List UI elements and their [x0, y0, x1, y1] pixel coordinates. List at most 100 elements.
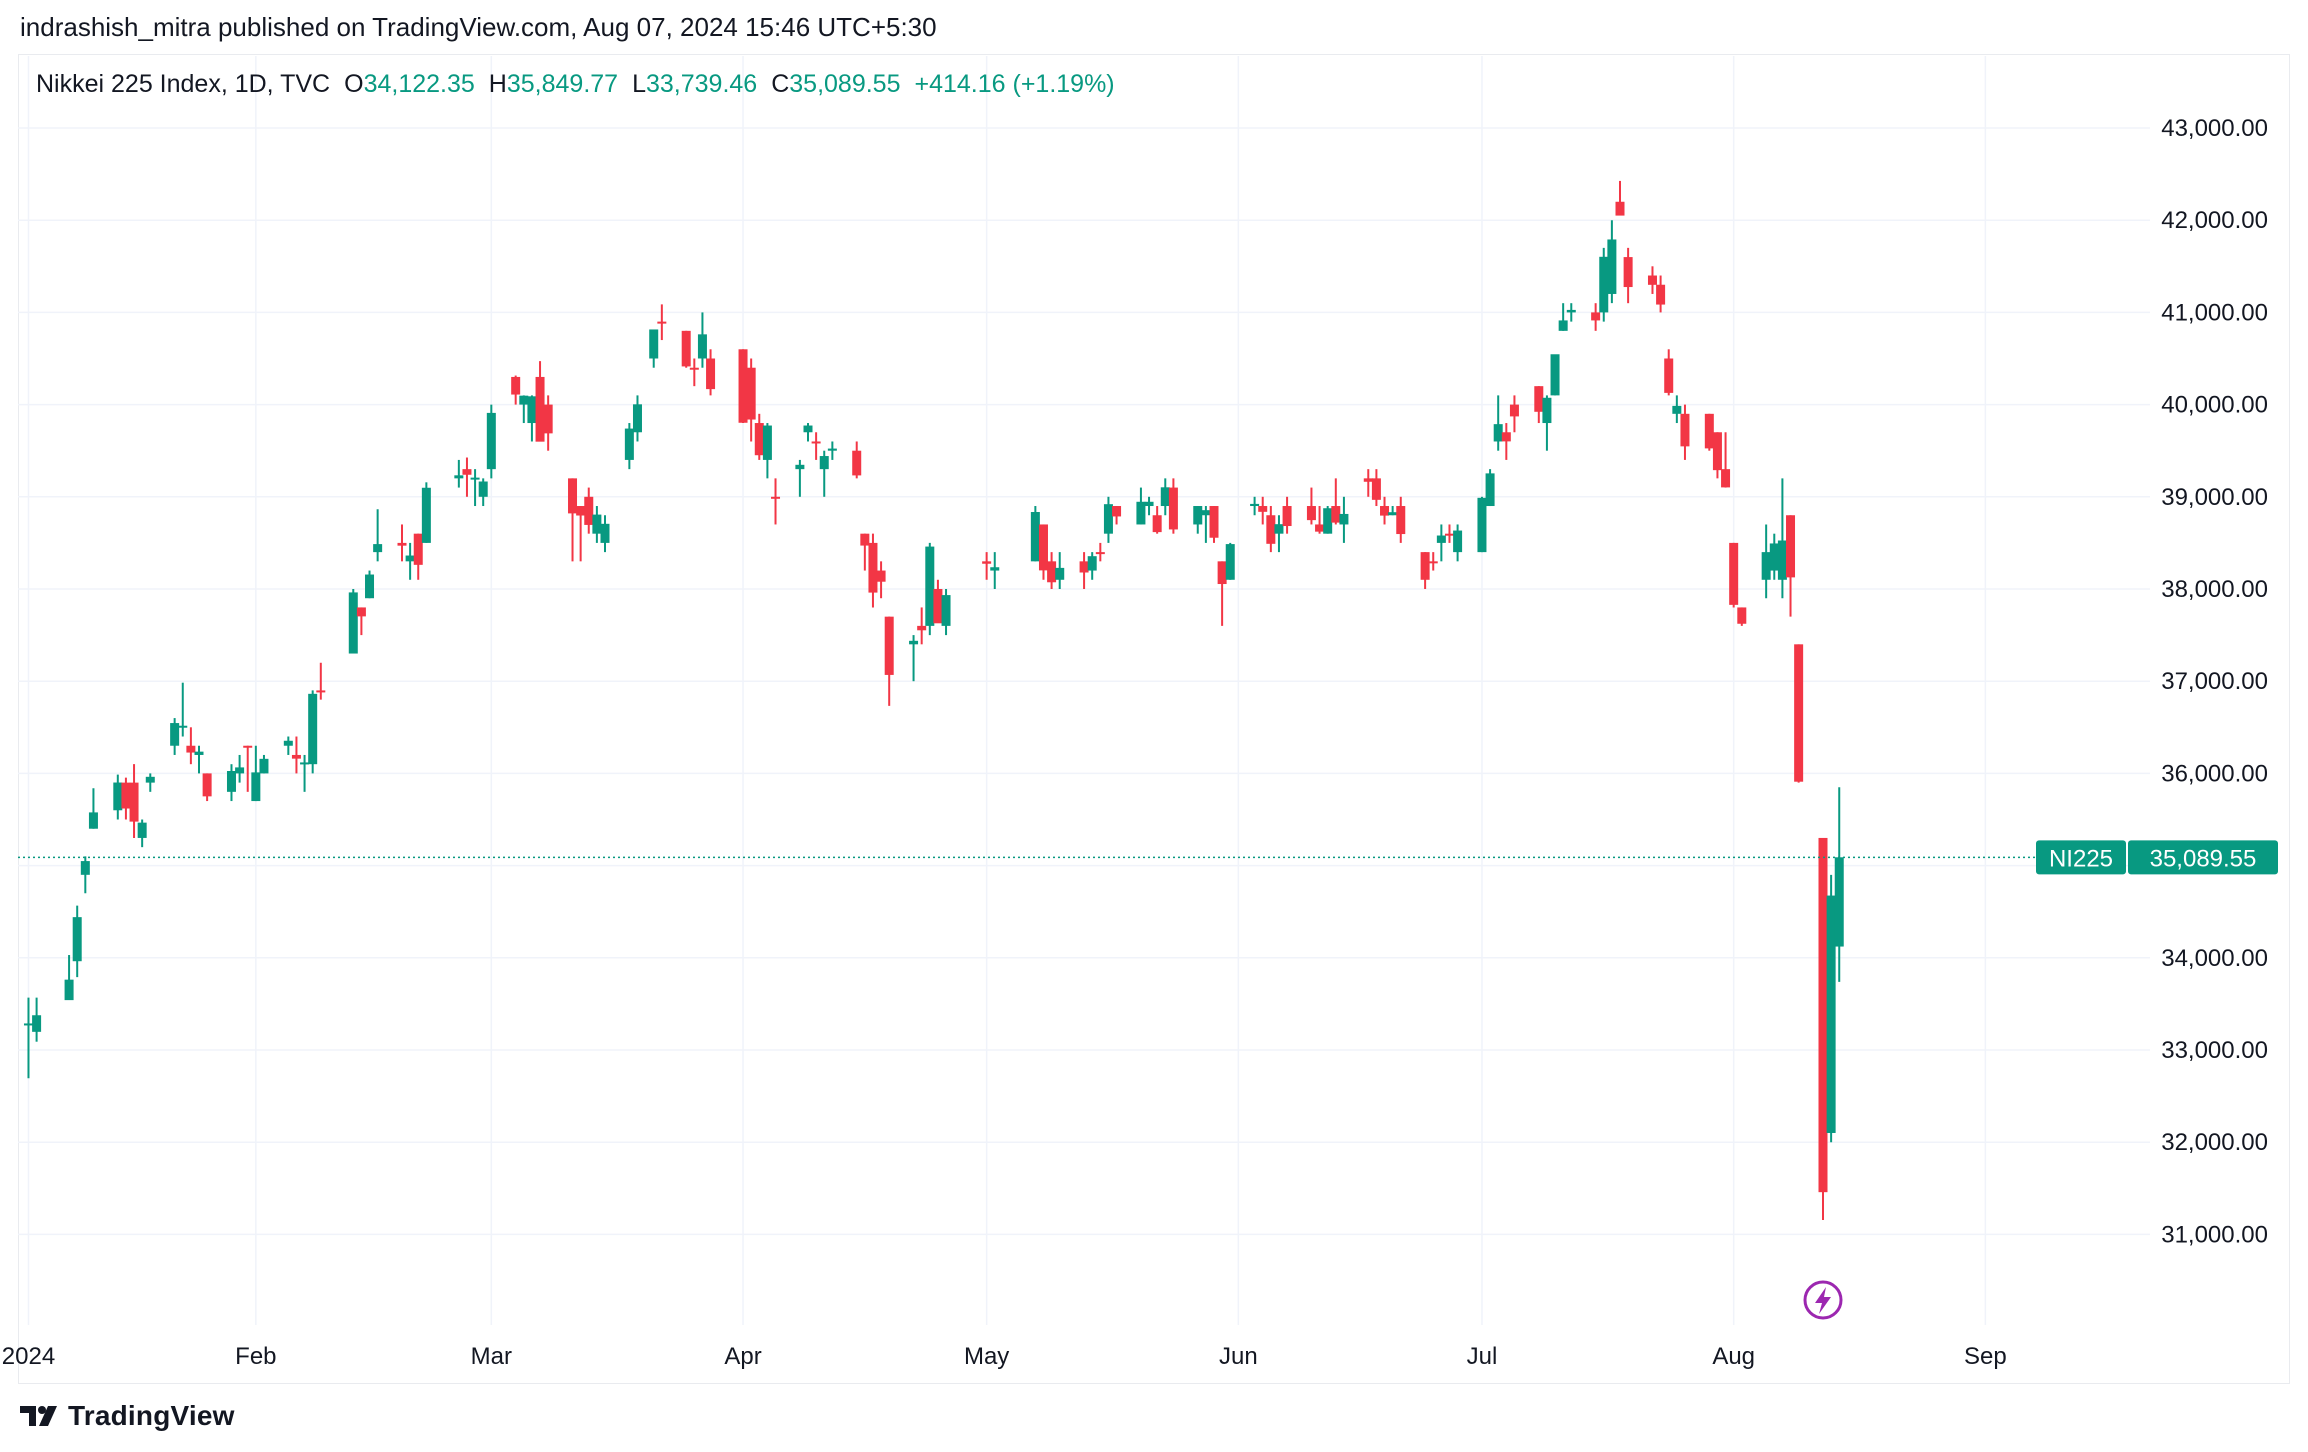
candle-body	[1737, 607, 1747, 624]
candle-body	[1623, 257, 1633, 288]
candle-body	[1834, 857, 1844, 947]
candle-body	[1250, 503, 1260, 507]
candle	[657, 304, 667, 341]
candle-body	[584, 496, 594, 525]
published-by-text: indrashish_mitra published on TradingVie…	[20, 12, 937, 42]
candle	[860, 533, 870, 571]
y-axis[interactable]: 31,000.00 32,000.00 33,000.00 34,000.00 36,0…	[2161, 115, 2268, 1248]
candlestick-chart[interactable]: 31,000.00 32,000.00 33,000.00 34,000.00 36,0…	[0, 0, 2308, 1400]
candle	[1704, 413, 1714, 451]
candle-body	[1209, 506, 1219, 538]
candle-body	[1315, 524, 1325, 532]
candle-body	[1201, 510, 1211, 516]
legend-open-label: O	[344, 70, 364, 98]
candle	[1680, 404, 1690, 460]
candle	[681, 330, 691, 368]
candle-body	[1721, 469, 1731, 488]
candle-body	[397, 542, 407, 546]
legend-high-label: H	[488, 70, 507, 98]
candle-body	[32, 1015, 42, 1032]
candle-body	[1144, 501, 1154, 507]
candle	[1615, 180, 1625, 216]
y-tick-label: 31,000.00	[2161, 1221, 2268, 1248]
candle	[1566, 303, 1576, 322]
candle	[113, 774, 123, 820]
tradingview-logo[interactable]: TradingView	[20, 1400, 235, 1432]
candle-body	[1306, 506, 1316, 521]
x-tick-label: 2024	[2, 1343, 55, 1370]
y-tick-label: 38,000.00	[2161, 576, 2268, 603]
candle	[1047, 552, 1057, 589]
candle	[925, 542, 935, 636]
candle	[1794, 644, 1804, 783]
candle-body	[226, 771, 236, 792]
candle	[600, 515, 610, 553]
candle-body	[170, 723, 180, 746]
candle	[1339, 496, 1349, 543]
candle-body	[1477, 497, 1487, 553]
candle-body	[1193, 506, 1203, 525]
candle-body	[1380, 506, 1390, 516]
candle-body	[576, 506, 586, 516]
tradingview-logo-icon	[20, 1406, 57, 1426]
candle-body	[356, 607, 366, 617]
candle	[1834, 787, 1844, 982]
candle	[1315, 506, 1325, 534]
candle-body	[706, 358, 716, 390]
price-tag-ticker-bg	[2036, 840, 2126, 875]
candle	[243, 745, 253, 792]
candle-body	[852, 450, 862, 476]
candle-body	[803, 425, 813, 433]
candle-body	[519, 395, 529, 405]
candle-body	[1436, 535, 1446, 543]
candle-body	[535, 376, 545, 442]
candle	[803, 423, 813, 442]
candle-body	[697, 334, 707, 359]
candle	[291, 736, 301, 774]
candle-body	[1509, 404, 1519, 417]
candle	[738, 349, 748, 424]
candle-body	[1453, 530, 1463, 553]
candle	[1258, 496, 1268, 525]
chart-frame[interactable]	[18, 54, 2290, 1384]
candle	[1550, 354, 1560, 396]
candle-body	[300, 762, 310, 765]
candle-body	[470, 477, 480, 480]
candle-body	[1331, 506, 1341, 523]
y-tick-label: 40,000.00	[2161, 392, 2268, 419]
candle-body	[860, 533, 870, 546]
candle	[819, 450, 829, 497]
legend-symbol[interactable]: Nikkei 225 Index, 1D, TVC	[36, 70, 331, 98]
candle-body	[1112, 506, 1122, 517]
x-axis[interactable]: 2024 Feb Mar Apr May Jun Jul Aug Sep	[2, 1343, 2007, 1370]
legend-open-value: 34,122.35	[363, 70, 475, 98]
candle	[1103, 496, 1113, 543]
candle-body	[1388, 512, 1398, 516]
y-tick-label: 39,000.00	[2161, 484, 2268, 511]
candle	[1380, 496, 1390, 525]
candle	[348, 589, 358, 654]
candle-body	[413, 533, 423, 565]
lightning-event-icon[interactable]	[1803, 1280, 1843, 1320]
candle	[1209, 506, 1219, 543]
candle	[754, 413, 764, 460]
candle	[1095, 542, 1105, 562]
candle	[1558, 303, 1568, 331]
candle	[1737, 607, 1747, 626]
y-tick-label: 32,000.00	[2161, 1129, 2268, 1156]
candle-body	[1428, 561, 1438, 564]
candle	[535, 361, 545, 442]
candle-body	[876, 570, 886, 582]
x-tick-label: Aug	[1712, 1343, 1755, 1370]
candle	[194, 745, 204, 774]
candle-body	[373, 544, 383, 553]
candle	[462, 457, 472, 497]
candle	[1712, 432, 1722, 479]
candle-body	[1087, 556, 1097, 571]
candle	[584, 487, 594, 534]
candle	[1055, 552, 1065, 589]
candle	[1250, 496, 1260, 516]
candle	[283, 736, 293, 755]
candle	[697, 312, 707, 368]
candle-body	[1599, 256, 1609, 313]
